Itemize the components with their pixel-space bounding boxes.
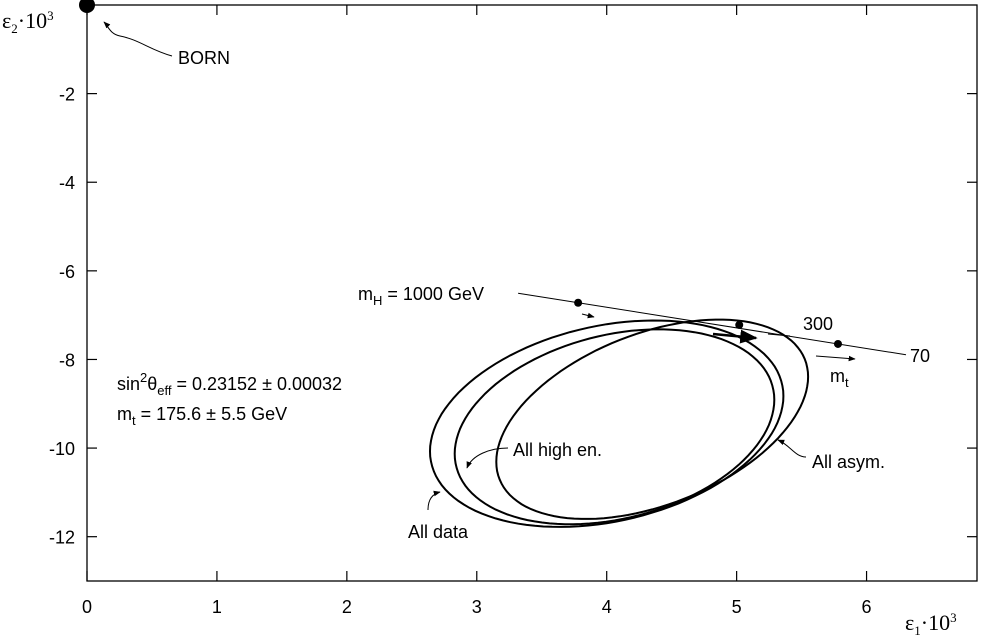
x-axis-label: ε1·103: [905, 610, 957, 638]
sm-label: mH = 1000 GeV: [358, 284, 484, 308]
sm-point: [833, 339, 842, 348]
y-tick-label: -4: [59, 173, 75, 193]
sm-point: [735, 320, 744, 329]
fit-text-part: = 175.6 ± 5.5 GeV: [136, 404, 287, 424]
x-tick-label: 5: [732, 597, 742, 617]
fit-text-part: eff: [157, 383, 172, 398]
mt-label: mt: [830, 366, 849, 390]
high-en-arrow: [466, 447, 509, 469]
y-tick-label: -6: [59, 262, 75, 282]
fit-text-part: sin: [117, 374, 140, 394]
x-tick-label: 3: [472, 597, 482, 617]
y-tick-label: -10: [49, 439, 75, 459]
y-axis-label-part: ·10: [18, 8, 47, 33]
sm-label: 300: [803, 314, 833, 334]
x-tick-label: 4: [602, 597, 612, 617]
x-axis-label-part: 3: [950, 610, 957, 625]
x-axis-label-part: ε: [905, 610, 914, 635]
x-tick-label: 0: [82, 597, 92, 617]
plot-frame: [86, 4, 978, 582]
fit-text: sin2θeff = 0.23152 ± 0.00032: [117, 370, 342, 398]
all-data-arrow: [427, 490, 441, 511]
x-axis-label-part: ·10: [921, 610, 950, 635]
fit-text-part: 2: [140, 370, 147, 385]
born-point: [79, 0, 95, 13]
y-axis-label-part: 2: [11, 21, 18, 36]
contour: [495, 318, 810, 520]
sm-label: 70: [910, 346, 930, 366]
born-label: BORN: [178, 48, 230, 68]
x-tick-label: 6: [862, 597, 872, 617]
fit-text-part: m: [117, 404, 132, 424]
mt-label-part: m: [830, 366, 845, 386]
y-tick-label: -2: [59, 85, 75, 105]
sm-label-part: m: [358, 284, 373, 304]
sm-label-part: 70: [910, 346, 930, 366]
sm-label-part: = 1000 GeV: [382, 284, 484, 304]
sm-label-part: 300: [803, 314, 833, 334]
fit-text-part: θ: [147, 374, 157, 394]
contour-label: All data: [408, 522, 469, 542]
x-axis-label-part: 1: [914, 623, 921, 638]
y-tick-label: -12: [49, 528, 75, 548]
fit-text-part: = 0.23152 ± 0.00032: [171, 374, 342, 394]
mt-arrow: [815, 355, 856, 362]
sm-label-part: H: [373, 293, 382, 308]
y-axis-label: ε2·103: [2, 8, 54, 36]
y-axis-label-part: ε: [2, 8, 11, 33]
sm-point: [574, 298, 583, 307]
contour-label: All high en.: [513, 440, 602, 460]
fit-text: mt = 175.6 ± 5.5 GeV: [117, 404, 287, 428]
x-tick-label: 1: [212, 597, 222, 617]
contour: [428, 319, 785, 528]
y-axis-label-part: 3: [47, 8, 54, 23]
mt-arrow: [581, 312, 595, 319]
x-tick-label: 2: [342, 597, 352, 617]
asym-arrow: [777, 439, 807, 458]
mt-label-part: t: [845, 375, 849, 390]
contour-label: All asym.: [812, 452, 885, 472]
fit-text-part: t: [132, 413, 136, 428]
born-arrow: [103, 21, 173, 57]
y-tick-label: -8: [59, 350, 75, 370]
